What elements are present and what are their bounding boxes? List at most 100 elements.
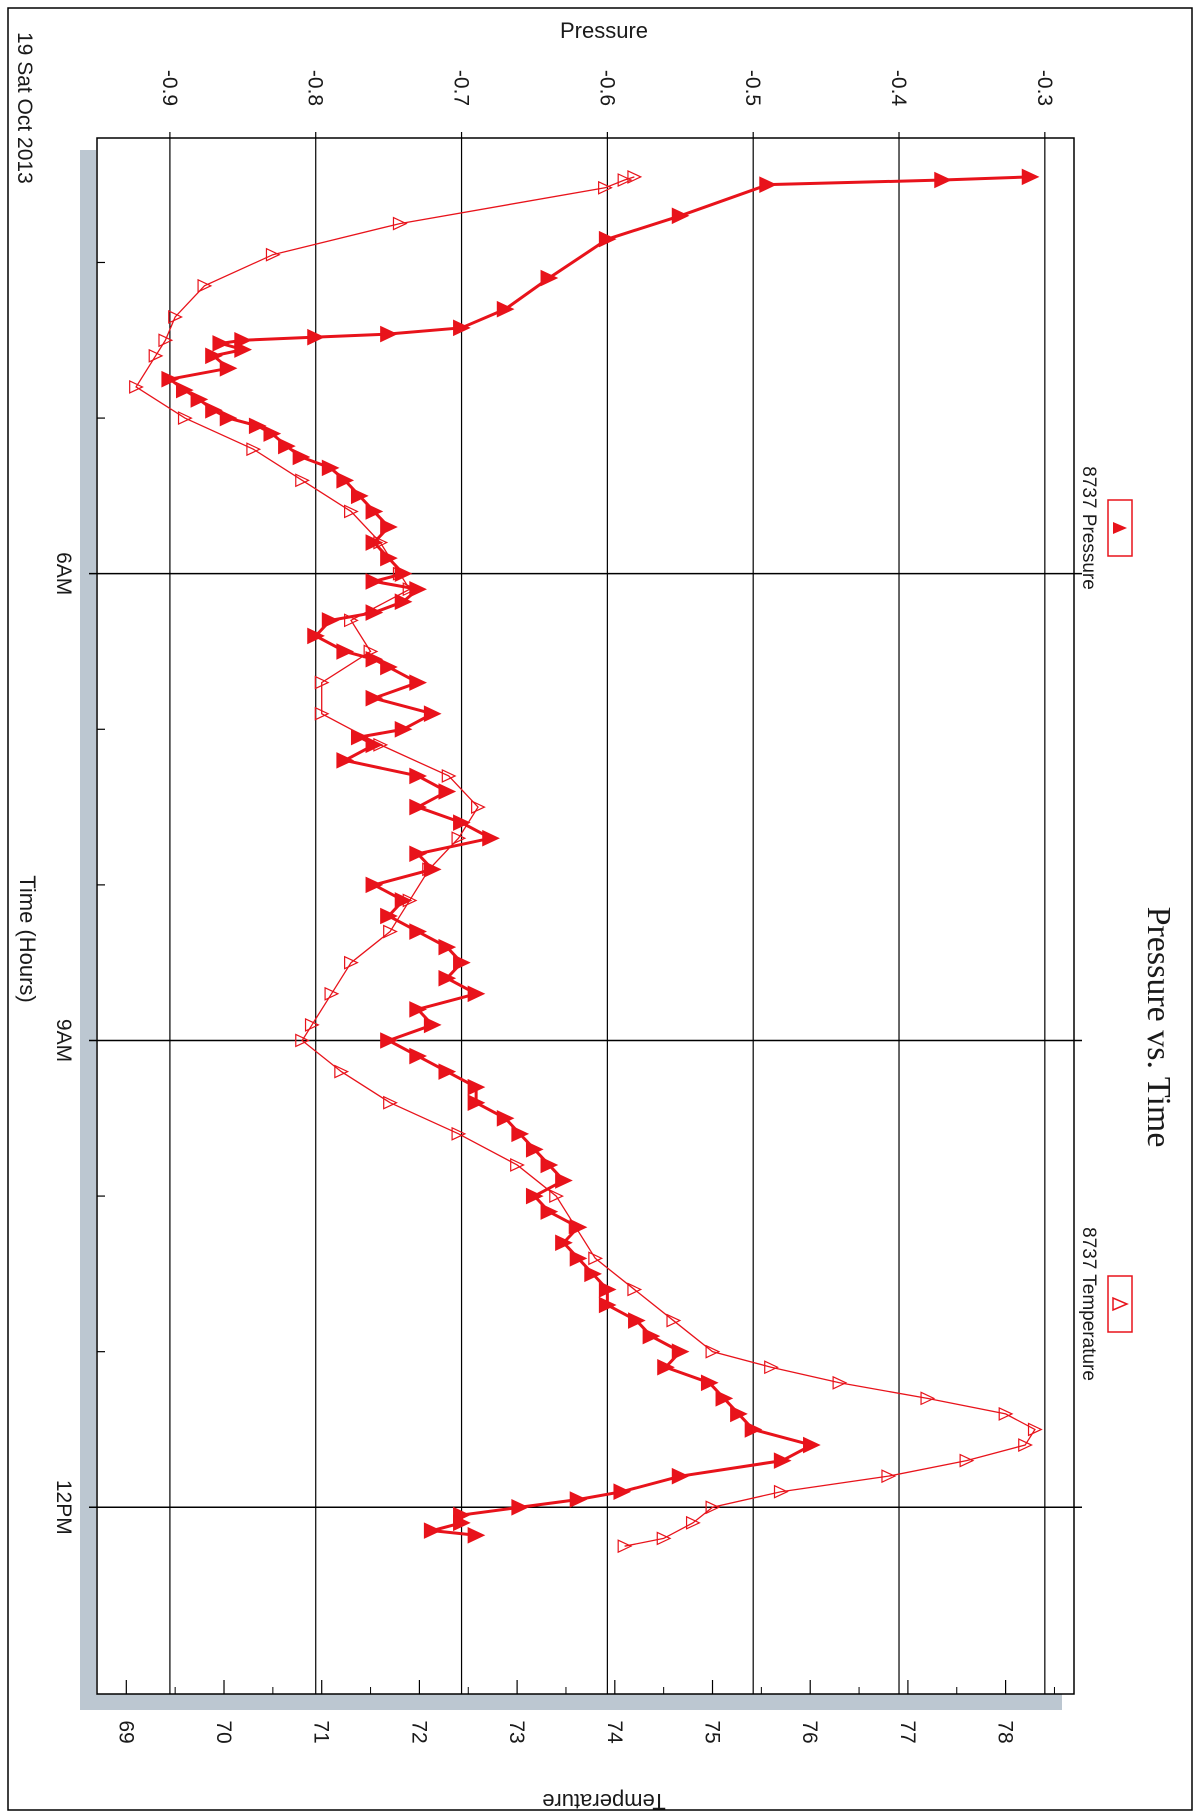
pressure-point: [657, 1358, 675, 1376]
pressure-point: [759, 176, 777, 193]
pressure-point: [161, 370, 180, 388]
pressure-point: [365, 573, 384, 590]
series-layer: [129, 168, 1043, 1554]
temperature-point: [392, 566, 408, 581]
pressure-point: [438, 969, 457, 987]
pressure-point: [715, 1390, 734, 1407]
pressure-point: [438, 783, 457, 800]
pressure-point: [350, 487, 369, 505]
pressure-point: [365, 689, 384, 707]
pressure-tick-label: -0.6: [595, 70, 618, 106]
pressure-point: [336, 472, 355, 489]
temperature-point: [685, 1515, 701, 1530]
legend: 8737 Pressure 8737 Temperature: [1078, 466, 1133, 1381]
temperature-point: [392, 216, 408, 231]
temperature-point: [441, 769, 457, 783]
pressure-point: [336, 752, 355, 769]
temperature-tick-label: 74: [603, 1720, 626, 1744]
temperature-point: [402, 893, 418, 908]
pressure-point: [569, 1250, 588, 1267]
temperature-point: [344, 955, 359, 970]
pressure-point: [248, 417, 267, 435]
temperature-point: [422, 862, 437, 877]
pressure-point: [365, 876, 384, 894]
pressure-point: [394, 593, 413, 610]
pressure-tick-label: -0.4: [887, 70, 910, 107]
pressure-point: [438, 1063, 457, 1080]
pressure-point: [584, 1265, 602, 1283]
plot-shadow-bottom: [80, 1694, 1062, 1710]
pressure-point: [555, 1234, 573, 1252]
pressure-point: [409, 674, 427, 691]
temperature-point: [383, 924, 398, 939]
temperature-point: [295, 473, 310, 488]
temperature-point: [705, 1344, 721, 1359]
pressure-point: [438, 938, 457, 956]
plot-area: [96, 137, 1075, 1695]
pressure-point: [380, 325, 398, 343]
pressure-point: [380, 1032, 398, 1049]
temperature-point: [168, 309, 183, 324]
pressure-point: [744, 1421, 763, 1438]
legend-marker-filled-triangle: [1113, 522, 1127, 534]
pressure-point: [263, 425, 282, 442]
pressure-point: [934, 171, 952, 189]
pressure-tick-label: -0.7: [450, 70, 473, 106]
time-tick-label: 9AM: [52, 1019, 75, 1062]
temperature-series-line: [135, 176, 1036, 1547]
temperature-point: [510, 1158, 525, 1172]
pressure-point: [803, 1436, 821, 1454]
temperature-point: [959, 1453, 975, 1468]
temperature-point: [617, 173, 633, 187]
tick-labels: -0.9 -0.8 -0.7 -0.6 -0.5 -0.4 -0.3 69 70 71 72 73 74…: [52, 70, 1056, 1744]
gridlines: [89, 138, 1082, 1694]
temperature-point: [344, 504, 359, 519]
pressure-point: [525, 1141, 544, 1158]
pressure-point: [409, 923, 427, 940]
temperature-point: [920, 1391, 936, 1406]
legend-item-pressure: 8737 Pressure: [1078, 466, 1133, 590]
pressure-point: [671, 1467, 690, 1485]
pressure-point: [234, 341, 252, 358]
pressure-axis-title: Pressure: [560, 18, 648, 43]
temperature-point: [773, 1484, 789, 1499]
pressure-point: [525, 1187, 544, 1205]
pressure-point: [212, 335, 231, 352]
legend-item-temperature: 8737 Temperature: [1078, 1227, 1133, 1381]
temperature-point: [451, 831, 467, 846]
pressure-point: [205, 402, 223, 419]
pressure-point: [278, 437, 296, 455]
pressure-point: [482, 829, 500, 847]
time-tick-label: 12PM: [52, 1480, 75, 1535]
pressure-point: [598, 230, 617, 248]
pressure-tick-label: -0.5: [741, 70, 764, 106]
pressure-point: [409, 798, 427, 816]
pressure-point: [380, 658, 398, 676]
pressure-point: [773, 1452, 792, 1469]
pressure-point: [190, 391, 209, 408]
pressure-point: [380, 518, 398, 536]
pressure-point: [467, 1094, 486, 1112]
pressure-tick-label: -0.3: [1033, 70, 1056, 106]
pressure-point: [700, 1374, 719, 1392]
temperature-point: [129, 380, 144, 394]
pressure-point: [205, 347, 223, 365]
pressure-point: [175, 381, 194, 399]
temperature-tick-label: 78: [994, 1720, 1017, 1743]
x-axis-title: Time (Hours): [15, 875, 40, 1003]
temperature-point: [627, 1282, 643, 1297]
temperature-tick-label: 69: [114, 1720, 137, 1743]
pressure-point: [321, 459, 340, 477]
temperature-point: [1018, 1438, 1033, 1452]
pressure-point: [671, 207, 690, 225]
pressure-point: [219, 409, 238, 427]
pressure-tick-label: -0.8: [304, 70, 327, 106]
pressure-point: [540, 1203, 559, 1220]
legend-label-pressure: 8737 Pressure: [1078, 466, 1099, 590]
pressure-point: [598, 1281, 617, 1298]
pressure-point: [307, 328, 325, 346]
temperature-point: [373, 535, 389, 550]
pressure-point: [453, 954, 471, 971]
pressure-point: [409, 1001, 427, 1018]
temperature-point: [158, 333, 174, 348]
